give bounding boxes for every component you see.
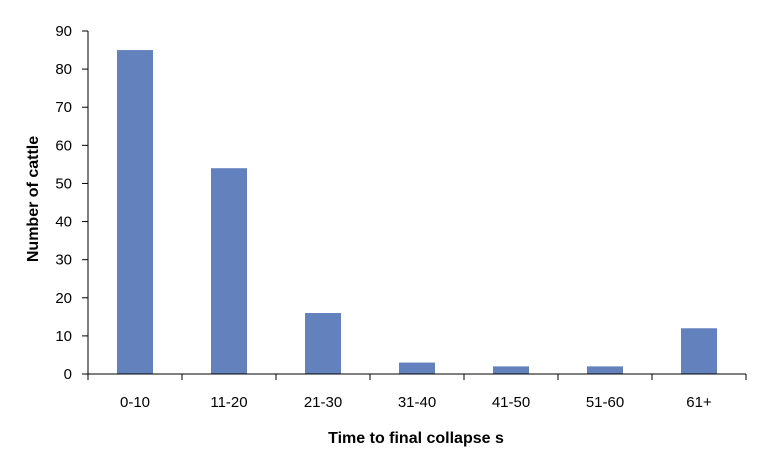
- y-tick-label: 50: [55, 175, 72, 192]
- x-tick-label: 41-50: [492, 394, 530, 411]
- x-tick-label: 21-30: [304, 394, 342, 411]
- y-tick-label: 70: [55, 99, 72, 116]
- x-tick-label: 61+: [686, 394, 712, 411]
- y-tick-label: 40: [55, 214, 72, 231]
- y-tick-label: 80: [55, 61, 72, 78]
- axes-group: [82, 30, 747, 380]
- bar: [305, 313, 341, 374]
- bar: [493, 366, 529, 374]
- y-tick-label: 20: [55, 290, 72, 307]
- x-axis-title: Time to final collapse s: [328, 430, 504, 447]
- bar: [681, 328, 717, 374]
- bar: [117, 50, 153, 375]
- y-tick-label: 30: [55, 252, 72, 269]
- x-tick-label: 51-60: [586, 394, 624, 411]
- y-tick-label: 0: [64, 366, 72, 383]
- y-tick-label: 10: [55, 328, 72, 345]
- bar: [587, 366, 623, 374]
- y-axis-title: Number of cattle: [25, 136, 42, 262]
- bars-group: [117, 50, 717, 375]
- y-tick-label: 90: [55, 23, 72, 40]
- x-tick-label: 11-20: [210, 394, 247, 411]
- bar: [211, 168, 247, 374]
- x-tick-label: 31-40: [398, 394, 436, 411]
- labels-group: 0 10 20 30 40 50 60 70 80 90 0-10 11-20 21-30 31-40 41…: [55, 23, 712, 411]
- bar: [399, 362, 435, 374]
- y-tick-label: 60: [55, 137, 72, 154]
- x-tick-label: 0-10: [120, 394, 150, 411]
